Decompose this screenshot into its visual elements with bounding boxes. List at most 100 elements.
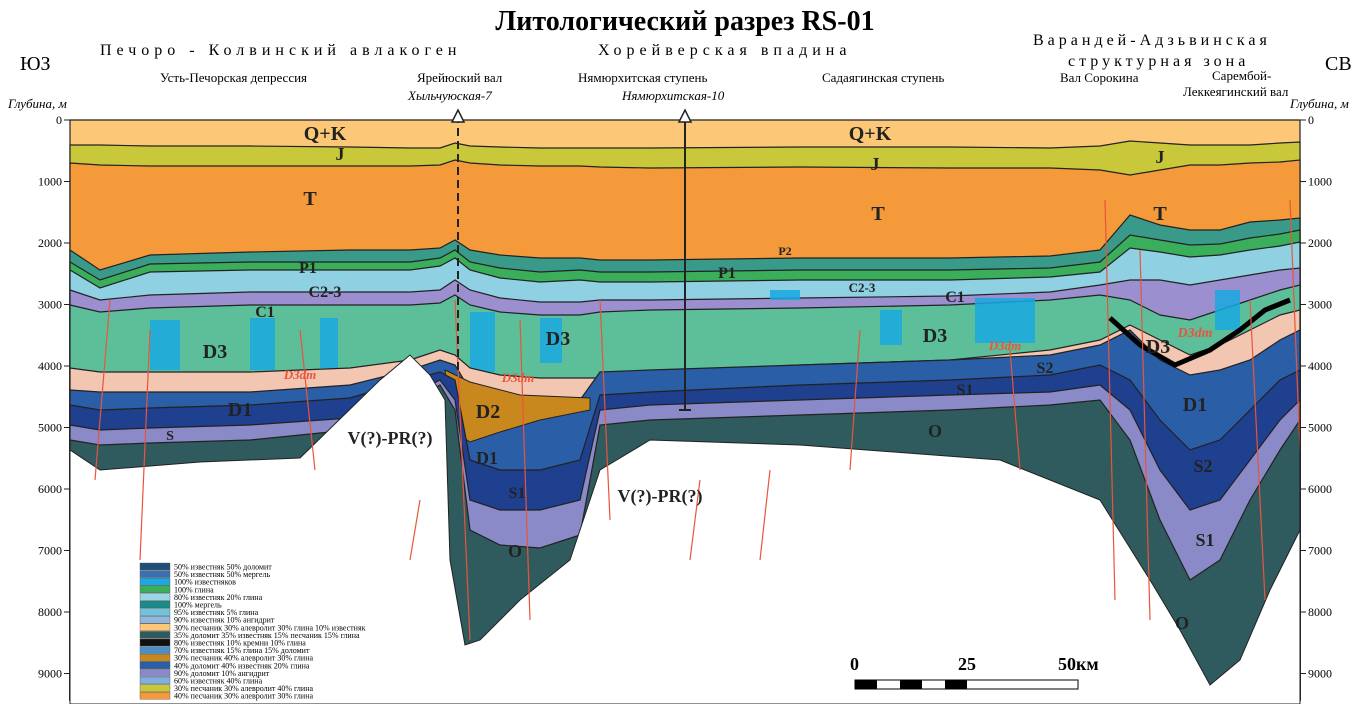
layer-label: T <box>871 203 885 225</box>
tick-label: 4000 <box>38 359 62 373</box>
axis-label: Глубина, м <box>1289 96 1349 111</box>
section: Литологический разрез RS-01 ЮЗ СВ Печоро… <box>0 0 1371 704</box>
tick-label: 3000 <box>38 298 62 312</box>
tick-label: 5000 <box>38 421 62 435</box>
limestone <box>975 298 1035 343</box>
tick-label: 8000 <box>38 605 62 619</box>
legend-swatch <box>140 601 170 608</box>
limestone <box>250 318 275 370</box>
layer-label: D1 <box>228 399 252 421</box>
layer-label: D3dm <box>988 338 1022 353</box>
structure: Вал Сорокина <box>1060 70 1139 85</box>
structure: Усть-Печорская депрессия <box>160 70 307 85</box>
tick-label: 6000 <box>1308 482 1332 496</box>
layer-label: S2 <box>1037 360 1054 377</box>
limestone <box>320 318 338 368</box>
well-arrow <box>679 110 691 122</box>
scale-label: 0 <box>850 654 859 674</box>
limestone <box>1215 290 1240 330</box>
tick-label: 0 <box>1308 113 1314 127</box>
legend-swatch <box>140 609 170 616</box>
layer-label: D3dm <box>283 367 317 382</box>
structure: Леккеягинский вал <box>1183 84 1289 99</box>
layer-label: S1 <box>1195 530 1214 550</box>
layer-label: V(?)-PR(?) <box>348 428 433 449</box>
side-right: СВ <box>1325 53 1352 75</box>
tick-label: 9000 <box>38 667 62 681</box>
scale-label: 25 <box>958 654 976 674</box>
layer-label: S1 <box>957 382 974 399</box>
tick-label: 0 <box>56 113 62 127</box>
tick-label: 1000 <box>1308 175 1332 189</box>
layer-label: D2 <box>476 401 500 423</box>
tick-label: 2000 <box>1308 236 1332 250</box>
scale-label: 50км <box>1058 654 1099 674</box>
layer-label: O <box>508 541 522 561</box>
legend-swatch <box>140 692 170 699</box>
region: Печоро - Колвинский авлакоген <box>100 42 461 59</box>
tick-label: 7000 <box>1308 544 1332 558</box>
tick-label: 9000 <box>1308 667 1332 681</box>
layer-label: D1 <box>1183 394 1207 416</box>
tick-label: 3000 <box>1308 298 1332 312</box>
limestone <box>770 290 800 300</box>
legend-swatch <box>140 677 170 684</box>
legend-swatch <box>140 624 170 631</box>
tick-label: 1000 <box>38 175 62 189</box>
well-name: Нямюрхитская-10 <box>621 88 725 103</box>
layer-label: D3 <box>923 325 947 347</box>
structure: Ярейюский вал <box>417 70 503 85</box>
limestone <box>880 310 902 345</box>
layer-label: D3 <box>203 341 227 363</box>
legend-swatch <box>140 662 170 669</box>
layer-label: P1 <box>299 260 317 277</box>
layer-label: V(?)-PR(?) <box>618 486 703 507</box>
layer-label: O <box>928 421 942 441</box>
legend-swatch <box>140 685 170 692</box>
layer-label: P1 <box>718 265 736 282</box>
legend-label: 40% песчаник 30% алевролит 30% глина <box>174 692 313 701</box>
legend-swatch <box>140 669 170 676</box>
structure: Садаягинская ступень <box>822 70 944 85</box>
tick-label: 8000 <box>1308 605 1332 619</box>
region: Хорейверская впадина <box>598 42 851 59</box>
layer-label: Q+K <box>304 123 347 145</box>
layer-label: S <box>166 429 174 444</box>
layer-label: J <box>1156 147 1165 167</box>
legend-swatch <box>140 647 170 654</box>
legend-swatch <box>140 654 170 661</box>
layer-label: O <box>1175 613 1189 633</box>
layer-label: S1 <box>509 485 526 502</box>
structure: Сарембой- <box>1212 68 1271 83</box>
tick-label: 6000 <box>38 482 62 496</box>
legend-swatch <box>140 593 170 600</box>
tick-label: 7000 <box>38 544 62 558</box>
region: Варандей-Адзьвинская <box>1033 32 1271 49</box>
legend-swatch <box>140 571 170 578</box>
layer-label: D3dm <box>1177 326 1213 341</box>
layer-label: T <box>1153 203 1167 225</box>
layer-label: D3 <box>1146 336 1170 358</box>
well-name: Хыльчуюская-7 <box>407 88 492 103</box>
layer-label: D3 <box>546 328 570 350</box>
tick-label: 5000 <box>1308 421 1332 435</box>
layer-label: S2 <box>1193 456 1212 476</box>
structure: Нямюрхитская ступень <box>578 70 707 85</box>
layer-label: D1 <box>476 448 498 468</box>
axis-label: Глубина, м <box>7 96 67 111</box>
layer-label: P2 <box>778 244 791 258</box>
layer-label: D3dm <box>501 370 535 385</box>
layer-label: T <box>303 188 317 210</box>
legend-swatch <box>140 578 170 585</box>
tick-label: 4000 <box>1308 359 1332 373</box>
limestone <box>150 320 180 370</box>
layer-label: J <box>336 144 345 164</box>
layer-label: C2-3 <box>309 284 342 301</box>
layer-label: J <box>871 154 880 174</box>
legend-swatch <box>140 631 170 638</box>
side-left: ЮЗ <box>20 53 51 75</box>
legend-swatch <box>140 616 170 623</box>
tick-label: 2000 <box>38 236 62 250</box>
title: Литологический разрез RS-01 <box>495 6 874 37</box>
legend-swatch <box>140 639 170 646</box>
